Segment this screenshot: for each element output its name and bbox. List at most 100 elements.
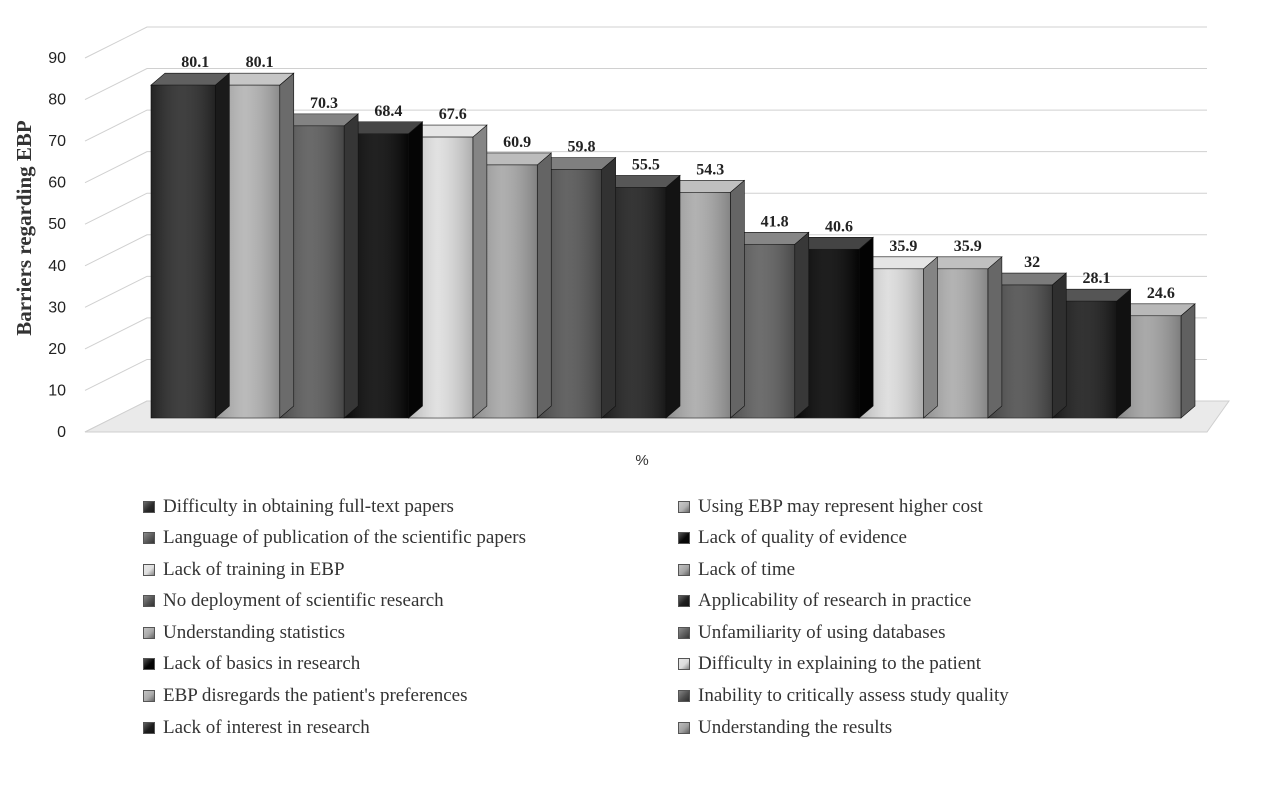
bar-value-label: 35.9 — [889, 238, 917, 255]
bar-value-label: 54.3 — [696, 161, 724, 178]
legend-item: Lack of training in EBP — [143, 557, 678, 582]
bar-side — [472, 124, 488, 419]
bar-side — [408, 121, 423, 419]
legend-label: Lack of basics in research — [163, 653, 361, 675]
bar-value-label: 32 — [1024, 254, 1040, 271]
legend-swatch — [678, 658, 690, 671]
legend-label: Understanding the results — [698, 716, 893, 738]
bar-side — [923, 256, 938, 419]
bars — [150, 72, 1196, 419]
bar-value-label: 28.1 — [1082, 270, 1110, 287]
y-tick-label: 40 — [48, 258, 66, 275]
gridline — [84, 68, 1207, 101]
legend-label: Lack of time — [698, 558, 796, 580]
gridline — [84, 234, 1207, 267]
bar-side — [1116, 288, 1131, 419]
bar-side — [215, 72, 230, 419]
legend-label: Difficulty in explaining to the patient — [698, 653, 982, 675]
legend-swatch — [143, 626, 155, 639]
bar-value-label: 80.1 — [246, 54, 274, 71]
y-tick-label: 60 — [48, 175, 66, 192]
legend-swatch — [678, 532, 690, 545]
legend-item: Lack of quality of evidence — [678, 526, 1208, 551]
gridline — [84, 109, 1207, 142]
y-tick-label: 70 — [48, 133, 66, 150]
y-tick-label: 20 — [48, 341, 66, 358]
bar-side — [794, 231, 810, 419]
bar-side — [1051, 272, 1067, 419]
y-tick-label: 50 — [48, 216, 66, 233]
bar-side — [279, 72, 295, 419]
legend-swatch — [143, 595, 155, 608]
bar-value-label: 24.6 — [1147, 285, 1175, 302]
bar-value-label: 68.4 — [374, 103, 402, 120]
legend-swatch — [678, 721, 690, 734]
legend-item: Lack of basics in research — [143, 652, 678, 677]
y-axis-ticks: 0 10 20 30 40 50 60 70 80 90 — [48, 50, 66, 441]
y-tick-label: 0 — [57, 424, 66, 441]
bar-value-label: 67.6 — [439, 106, 467, 123]
bar-value-label: 60.9 — [503, 134, 531, 151]
legend-swatch — [143, 658, 155, 671]
legend-swatch — [678, 500, 690, 513]
gridline — [84, 26, 1207, 59]
legend-label: No deployment of scientific research — [163, 590, 444, 612]
bar-chart: 0 10 20 30 40 50 60 70 80 90 80.1 80.1 70.3 68.4 67.6… — [12, 26, 1230, 469]
legend-label: Unfamiliarity of using databases — [698, 621, 946, 643]
y-axis-label: Barriers regarding EBP — [12, 120, 36, 336]
legend-swatch — [143, 721, 155, 734]
bar-value-label: 40.6 — [825, 218, 853, 235]
legend: Difficulty in obtaining full-text papers… — [143, 494, 1223, 740]
y-tick-label: 10 — [48, 382, 66, 399]
bar-side — [536, 152, 552, 419]
bar-side — [987, 256, 1003, 419]
legend-item: Applicability of research in practice — [678, 589, 1208, 614]
legend-swatch — [143, 500, 155, 513]
bar-value-label: 41.8 — [761, 213, 789, 230]
legend-item: EBP disregards the patient's preferences — [143, 684, 678, 709]
legend-label: Using EBP may represent higher cost — [698, 495, 983, 517]
legend-swatch — [678, 690, 690, 703]
bar-shading — [151, 85, 216, 418]
legend-label: Difficulty in obtaining full-text papers — [163, 495, 454, 517]
bar-side — [1180, 303, 1196, 419]
legend-item: No deployment of scientific research — [143, 589, 678, 614]
bar-value-label: 35.9 — [954, 238, 982, 255]
legend-swatch — [143, 563, 155, 576]
bar — [1051, 288, 1132, 419]
bar-side — [858, 236, 874, 419]
legend-item: Unfamiliarity of using databases — [678, 620, 1208, 645]
x-axis-label: % — [635, 452, 648, 469]
legend-item: Using EBP may represent higher cost — [678, 494, 1208, 519]
y-tick-label: 90 — [48, 50, 66, 67]
legend-item: Difficulty in obtaining full-text papers — [143, 494, 678, 519]
legend-item: Lack of interest in research — [143, 715, 678, 740]
legend-item: Inability to critically assess study qua… — [678, 684, 1208, 709]
bar-side — [343, 113, 359, 419]
legend-swatch — [678, 595, 690, 608]
bar-value-label: 70.3 — [310, 95, 338, 112]
bar-value-label: 55.5 — [632, 156, 660, 173]
value-labels: 80.1 80.1 70.3 68.4 67.6 60.9 59.8 55.5 54.3 41.8… — [181, 54, 1175, 302]
legend-item: Difficulty in explaining to the patient — [678, 652, 1208, 677]
legend-item: Lack of time — [678, 557, 1208, 582]
gridline — [84, 192, 1207, 225]
legend-label: Inability to critically assess study qua… — [698, 685, 1009, 707]
bar — [150, 72, 231, 419]
legend-item: Language of publication of the scientifi… — [143, 526, 678, 551]
bar-value-label: 80.1 — [181, 54, 209, 71]
legend-label: Lack of interest in research — [163, 716, 370, 738]
legend-swatch — [143, 532, 155, 545]
legend-label: Applicability of research in practice — [698, 590, 972, 612]
y-tick-label: 30 — [48, 299, 66, 316]
bar-side — [665, 174, 681, 419]
legend-label: EBP disregards the patient's preferences — [163, 685, 468, 707]
y-tick-label: 80 — [48, 92, 66, 109]
legend-item: Understanding statistics — [143, 620, 678, 645]
legend-label: Language of publication of the scientifi… — [163, 527, 526, 549]
legend-label: Lack of quality of evidence — [698, 527, 907, 549]
gridlines — [84, 26, 1207, 433]
legend-label: Understanding statistics — [163, 621, 346, 643]
legend-swatch — [678, 626, 690, 639]
legend-label: Lack of training in EBP — [163, 558, 345, 580]
